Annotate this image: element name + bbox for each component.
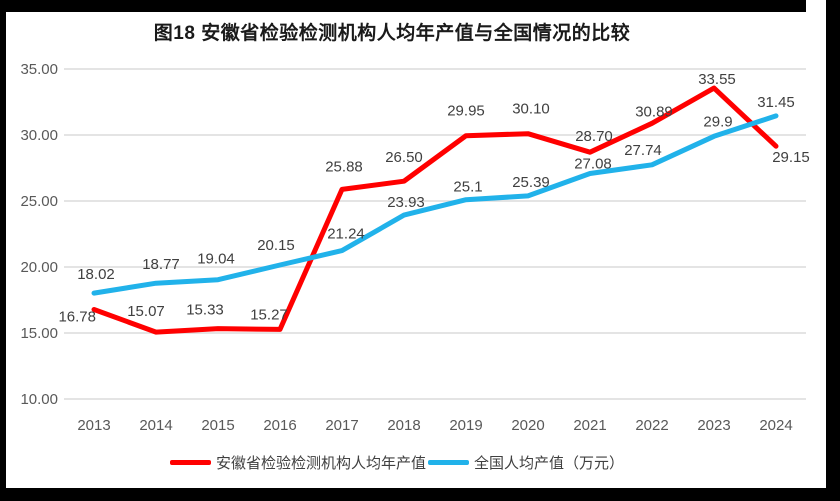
svg-text:31.45: 31.45 xyxy=(757,94,795,111)
y-axis-labels: 35.00 30.00 25.00 20.00 15.00 10.00 xyxy=(20,61,58,408)
svg-text:29.95: 29.95 xyxy=(447,103,485,120)
svg-text:30.10: 30.10 xyxy=(512,101,550,118)
legend-line-swatch-red xyxy=(169,459,211,465)
legend-label-national: 全国人均产值（万元） xyxy=(474,454,625,472)
frame-border-bottom xyxy=(0,488,826,501)
svg-text:2015: 2015 xyxy=(201,417,234,434)
data-labels-national: 18.02 18.77 19.04 20.15 21.24 23.93 25.1 25.39 2… xyxy=(77,94,795,283)
chart-legend: 安徽省检验检测机构人均年产值 全国人均产值（万元） xyxy=(0,450,794,474)
svg-text:30.89: 30.89 xyxy=(635,103,673,120)
svg-text:15.33: 15.33 xyxy=(186,302,224,319)
svg-text:16.78: 16.78 xyxy=(58,309,96,326)
svg-text:15.27: 15.27 xyxy=(250,306,288,323)
svg-text:19.04: 19.04 xyxy=(197,251,235,268)
svg-text:2014: 2014 xyxy=(139,417,172,434)
legend-item-national: 全国人均产值（万元） xyxy=(428,452,624,473)
data-labels-anhui: 16.78 15.07 15.33 15.27 25.88 26.50 29.95 30.10… xyxy=(58,71,809,325)
svg-text:23.93: 23.93 xyxy=(387,194,425,211)
svg-text:35.00: 35.00 xyxy=(20,61,58,78)
svg-text:2024: 2024 xyxy=(759,417,792,434)
svg-text:25.1: 25.1 xyxy=(453,179,482,196)
svg-text:33.55: 33.55 xyxy=(698,71,736,88)
svg-text:2022: 2022 xyxy=(635,417,668,434)
svg-text:15.07: 15.07 xyxy=(127,303,165,320)
svg-text:27.08: 27.08 xyxy=(574,156,612,173)
svg-text:27.74: 27.74 xyxy=(624,142,662,159)
svg-text:2017: 2017 xyxy=(325,417,358,434)
svg-text:2023: 2023 xyxy=(697,417,730,434)
svg-text:30.00: 30.00 xyxy=(20,127,58,144)
legend-line-swatch-blue xyxy=(428,459,469,465)
svg-text:18.02: 18.02 xyxy=(77,266,115,283)
svg-text:2016: 2016 xyxy=(263,417,296,434)
svg-text:10.00: 10.00 xyxy=(20,391,58,408)
svg-text:28.70: 28.70 xyxy=(575,128,613,145)
svg-text:25.00: 25.00 xyxy=(20,193,58,210)
svg-text:29.9: 29.9 xyxy=(703,113,732,130)
svg-text:25.88: 25.88 xyxy=(325,158,363,175)
legend-item-anhui: 安徽省检验检测机构人均年产值 xyxy=(169,452,426,473)
series-anhui-line xyxy=(91,85,779,335)
svg-text:29.15: 29.15 xyxy=(772,149,810,166)
series-national-line xyxy=(91,113,779,296)
svg-text:2013: 2013 xyxy=(77,417,110,434)
svg-text:21.24: 21.24 xyxy=(327,226,365,243)
svg-text:2018: 2018 xyxy=(387,417,420,434)
svg-text:26.50: 26.50 xyxy=(385,149,423,166)
svg-text:15.00: 15.00 xyxy=(20,325,58,342)
frame-border-right xyxy=(826,0,840,501)
svg-text:18.77: 18.77 xyxy=(142,256,180,273)
svg-text:2020: 2020 xyxy=(511,417,544,434)
svg-text:20.00: 20.00 xyxy=(20,259,58,276)
svg-text:2021: 2021 xyxy=(573,417,606,434)
svg-text:2019: 2019 xyxy=(449,417,482,434)
x-axis-labels: 2013 2014 2015 2016 2017 2018 2019 2020 2021 2022… xyxy=(77,417,792,434)
svg-text:20.15: 20.15 xyxy=(257,237,295,254)
chart-title: 图18 安徽省检验检测机构人均年产值与全国情况的比较 xyxy=(153,23,631,44)
legend-label-anhui: 安徽省检验检测机构人均年产值 xyxy=(215,454,426,472)
gridlines xyxy=(64,68,806,400)
frame-border-top xyxy=(0,0,806,12)
svg-text:25.39: 25.39 xyxy=(512,174,550,191)
frame-border-left xyxy=(0,0,6,488)
